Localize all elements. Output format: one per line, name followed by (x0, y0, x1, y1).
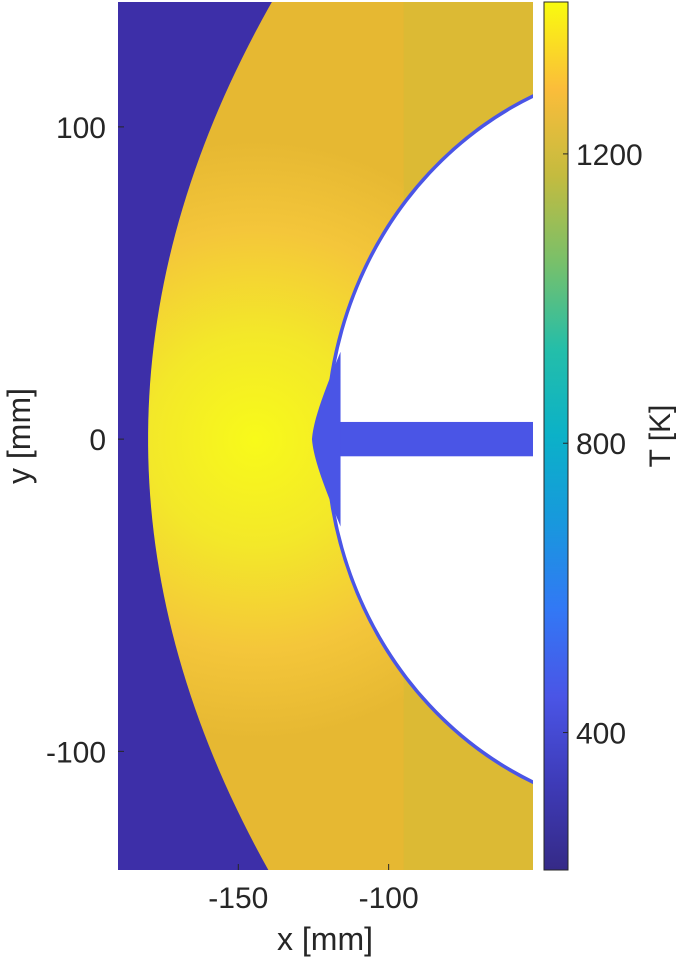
colorbar (543, 1, 569, 871)
colorbar-ticks: 1200 800 400 (563, 139, 643, 751)
x-axis-label: x [mm] (277, 921, 373, 957)
colorbar-label: T [K] (644, 405, 677, 468)
y-axis-label: y [mm] (1, 388, 37, 484)
y-tick-label: 0 (89, 424, 106, 457)
nose-cold-region (311, 351, 341, 527)
colorbar-tick-label: 400 (576, 718, 626, 751)
x-tick-label: -100 (359, 882, 419, 915)
plot-area (118, 2, 533, 870)
x-axis-ticks: -150 -100 (208, 864, 419, 915)
x-tick-label: -150 (208, 882, 268, 915)
y-tick-label: -100 (46, 736, 106, 769)
sting-support (325, 421, 533, 457)
colorbar-tick-label: 1200 (576, 139, 643, 172)
colorbar-tick-label: 800 (576, 428, 626, 461)
y-axis-ticks: 100 0 -100 (46, 112, 124, 769)
y-tick-label: 100 (56, 112, 106, 145)
